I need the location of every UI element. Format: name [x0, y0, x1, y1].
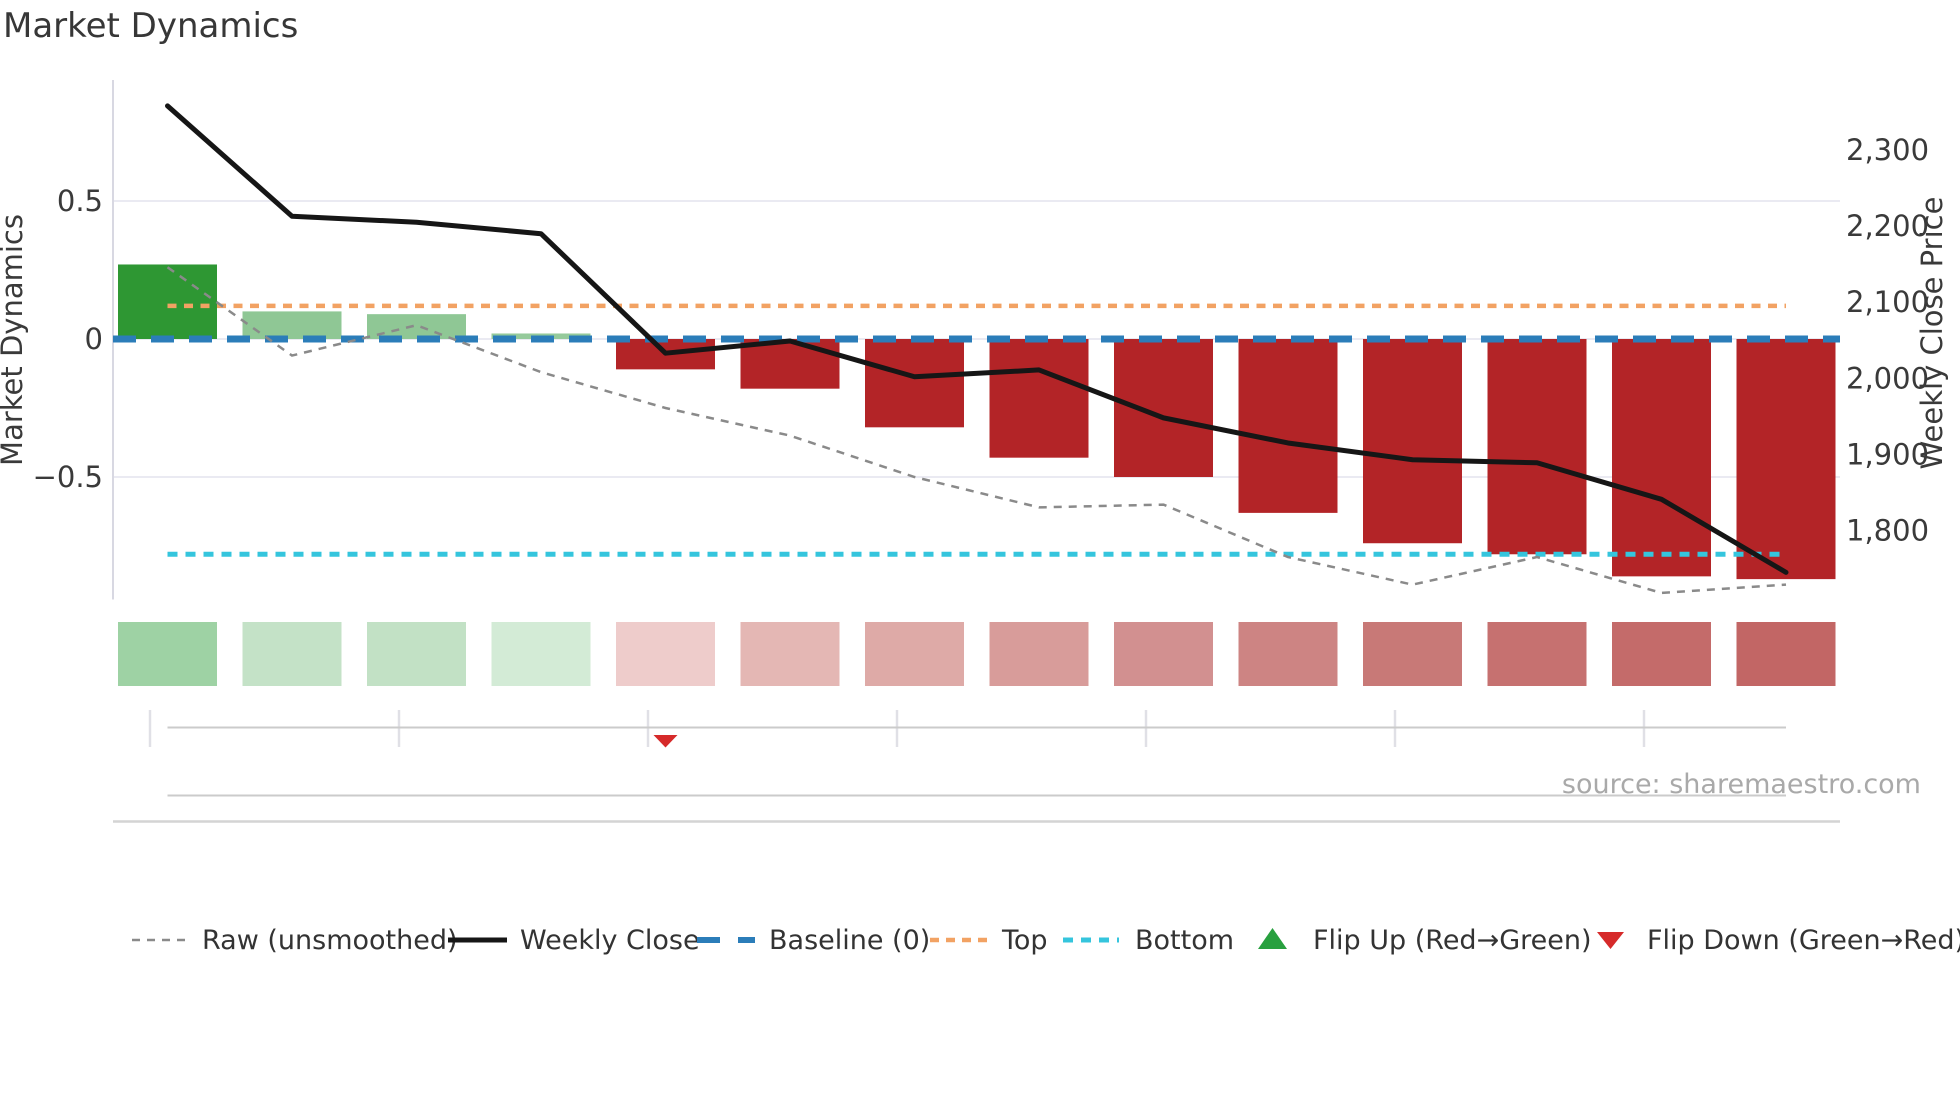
right-tick-label: 2,100 — [1846, 285, 1929, 319]
heat-cell-week-5 — [616, 622, 715, 686]
raw-line — [166, 266, 1787, 595]
legend-item: Weekly Close — [448, 925, 700, 956]
heat-cell-week-1 — [118, 622, 217, 686]
legend-item: Raw (unsmoothed) — [132, 925, 458, 956]
legend-item: Baseline (0) — [697, 925, 930, 956]
left-tick-label: 0.5 — [57, 184, 103, 218]
legend-label: Weekly Close — [520, 925, 700, 956]
legend-label: Flip Down (Green→Red) — [1647, 925, 1960, 956]
bar-week-8 — [989, 339, 1089, 458]
legend-item: Bottom — [1063, 925, 1234, 956]
left-axis-title: Market Dynamics — [0, 214, 29, 466]
heat-cell-week-4 — [491, 622, 591, 686]
heat-cell-week-13 — [1612, 622, 1711, 686]
legend-item: Flip Down (Green→Red) — [1597, 925, 1960, 956]
chart-legend: Raw (unsmoothed) Weekly Close Baseline (0)… — [132, 925, 1960, 956]
bar-week-12 — [1487, 339, 1587, 555]
bar-week-7 — [865, 339, 964, 428]
heat-strip — [118, 622, 1836, 686]
chart-title: Market Dynamics — [3, 6, 298, 46]
right-tick-label: 2,200 — [1846, 209, 1929, 243]
legend-item: Flip Up (Red→Green) — [1258, 925, 1592, 956]
legend-label: Baseline (0) — [769, 925, 930, 956]
bar-week-6 — [740, 339, 840, 389]
heat-cell-week-8 — [989, 622, 1089, 686]
heat-cell-week-14 — [1736, 622, 1836, 686]
plot-area: 0.5 0 −0.5 2,300 2,200 2,100 2,000 1,900 1,800 — [33, 80, 1929, 823]
source-note: source: sharemaestro.com — [1562, 769, 1921, 800]
right-tick-label: 1,900 — [1846, 437, 1929, 471]
heat-cell-week-12 — [1487, 622, 1587, 686]
right-tick-label: 2,300 — [1846, 133, 1929, 167]
left-tick-label: −0.5 — [33, 460, 103, 494]
legend-label: Bottom — [1135, 925, 1234, 956]
bar-week-1 — [118, 264, 217, 339]
right-tick-label: 2,000 — [1846, 361, 1929, 395]
right-tick-label: 1,800 — [1846, 514, 1929, 548]
legend-label: Top — [1001, 925, 1048, 956]
heat-cell-week-2 — [242, 622, 342, 686]
bar-week-3 — [367, 314, 466, 339]
legend-label: Raw (unsmoothed) — [202, 925, 458, 956]
bar-week-11 — [1363, 339, 1462, 544]
heat-cell-week-6 — [740, 622, 840, 686]
heat-cell-week-7 — [865, 622, 964, 686]
legend-label: Flip Up (Red→Green) — [1313, 925, 1592, 956]
heat-cell-week-3 — [367, 622, 466, 686]
bar-week-10 — [1238, 339, 1338, 513]
bar-week-9 — [1114, 339, 1213, 477]
flip-down-marker — [653, 735, 678, 748]
weekly-close-line — [165, 103, 1789, 575]
bar-week-2 — [242, 311, 342, 339]
heat-cell-week-9 — [1114, 622, 1213, 686]
bar-week-13 — [1612, 339, 1711, 577]
left-tick-label: 0 — [85, 322, 103, 356]
heat-cell-week-10 — [1238, 622, 1338, 686]
bar-week-14 — [1736, 339, 1836, 580]
right-axis-title: Weekly Close Price — [1915, 197, 1949, 470]
heat-cell-week-11 — [1363, 622, 1462, 686]
legend-triangle-up-icon — [1258, 928, 1287, 949]
bar-series — [118, 264, 1836, 580]
legend-triangle-down-icon — [1597, 932, 1624, 949]
legend-item: Top — [930, 925, 1048, 956]
